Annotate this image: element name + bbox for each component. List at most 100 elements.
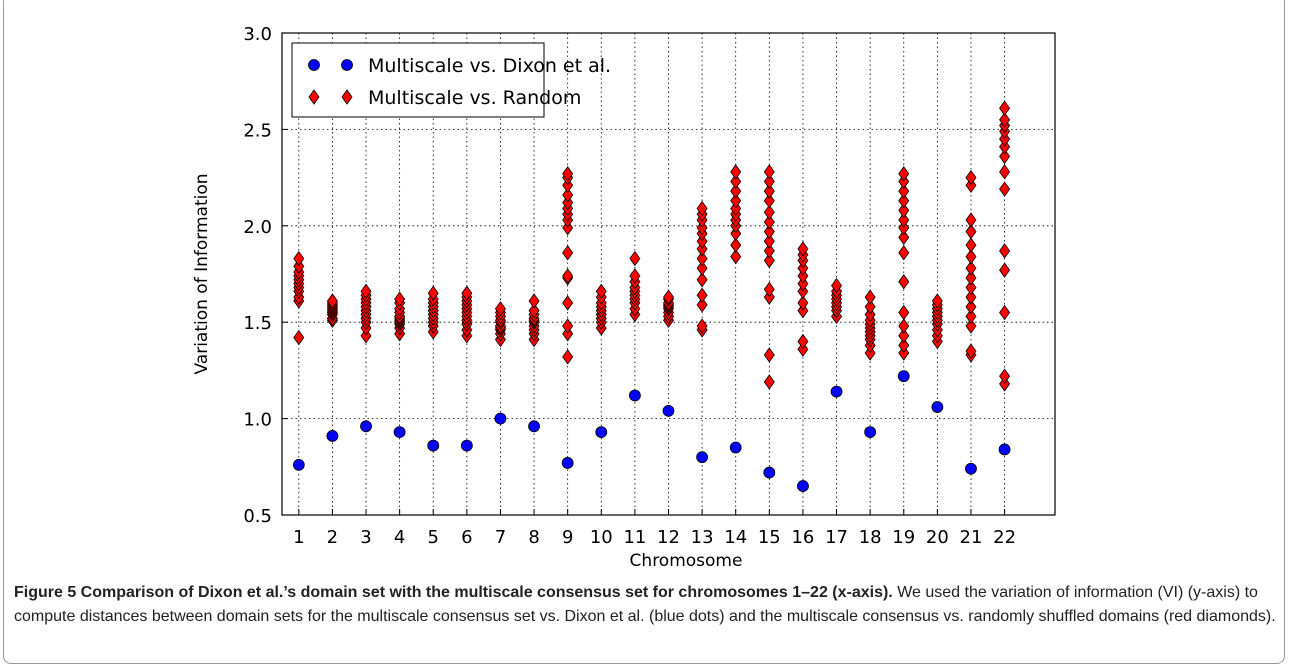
diamond-marker [730,225,742,242]
diamond-marker [965,237,977,253]
diamond-marker [562,268,574,284]
x-axis-label: Chromosome [630,551,743,571]
diamond-marker [898,173,910,190]
diamond-marker [730,183,742,199]
diamond-marker [360,328,372,344]
circle-marker [494,412,507,425]
diamond-marker [763,204,775,220]
circle-marker [341,59,353,71]
diamond-marker [831,277,843,294]
diamond-marker [965,289,977,305]
diamond-marker [730,173,742,190]
legend-label: Multiscale vs. Dixon et al. [368,55,611,77]
diamond-marker [898,274,910,290]
diamond-marker [629,250,641,267]
circle-marker [998,443,1011,456]
circle-marker [360,420,372,433]
y-tick-label: 1.5 [243,313,272,334]
x-tick-label: 4 [394,527,405,548]
circle-marker [460,439,473,452]
circle-marker [965,462,977,475]
diamond-marker [763,289,775,305]
diamond-marker [797,260,809,276]
diamond-marker [730,248,742,265]
circle-marker [427,439,440,452]
circle-marker [729,441,742,454]
diamond-marker [696,318,708,334]
diamond-marker [999,100,1011,116]
diamond-marker [763,347,775,363]
diamond-marker [629,268,641,284]
diamond-marker [763,233,775,249]
diamond-marker [326,293,338,309]
x-tick-label: 15 [758,527,781,548]
diamond-marker [293,329,305,346]
x-tick-label: 22 [993,527,1016,548]
diamond-marker [999,243,1011,259]
plot-frame [281,32,1056,516]
circle-marker [393,426,406,438]
circle-marker [931,401,944,413]
diamond-marker [562,349,574,365]
diamond-marker [427,285,439,301]
diamond-marker [797,275,809,292]
diamond-marker [898,304,910,321]
y-tick-label: 2.5 [243,120,272,141]
diamond-marker [898,183,910,199]
circle-marker [864,426,877,438]
diamond-marker [864,289,876,305]
diamond-marker [965,212,977,228]
circle-marker [308,59,320,71]
diamond-marker [730,237,742,253]
figure-frame [3,0,1285,664]
diamond-marker [293,250,305,267]
diamond-marker [797,241,809,257]
diamond-marker [696,272,708,288]
x-tick-label: 16 [791,527,814,548]
x-tick-label: 21 [960,527,983,548]
x-tick-label: 17 [825,527,848,548]
x-tick-label: 20 [926,527,949,548]
diamond-marker [763,214,775,230]
x-tick-label: 6 [461,527,472,548]
diamond-marker [308,89,320,105]
diamond-marker [965,177,977,194]
diamond-marker [797,341,809,357]
diamond-marker [763,281,775,298]
diamond-marker [763,223,775,240]
diamond-marker [763,252,775,269]
x-tick-label: 12 [657,527,680,548]
diamond-marker [898,328,910,344]
circle-marker [830,385,843,398]
circle-marker [763,466,776,479]
diamond-marker [763,374,775,390]
diamond-marker [797,302,809,319]
diamond-marker [763,183,775,199]
diamond-marker [965,248,977,265]
x-tick-label: 3 [360,527,371,548]
diamond-marker [965,318,977,334]
x-tick-label: 10 [590,527,613,548]
diamond-marker [999,304,1011,321]
caption-title: Figure 5 Comparison of Dixon et al.’s do… [14,584,893,601]
diamond-marker [763,173,775,190]
diamond-marker [595,283,607,300]
caption: Figure 5 Comparison of Dixon et al.’s do… [14,581,1276,629]
diamond-marker [965,270,977,286]
diamond-marker [562,318,574,334]
circle-marker [797,480,809,492]
diamond-marker [696,260,708,276]
diamond-marker [562,220,574,236]
diamond-marker [999,139,1011,155]
diamond-marker [394,291,406,307]
diamond-marker [898,220,910,236]
diamond-marker [999,181,1011,197]
diamond-marker [730,193,742,209]
x-tick-label: 11 [623,527,646,548]
y-tick-label: 2.0 [243,217,272,238]
diamond-marker [696,220,708,236]
circle-marker [897,370,910,383]
diamond-marker [898,166,910,182]
diamond-marker [999,112,1011,128]
